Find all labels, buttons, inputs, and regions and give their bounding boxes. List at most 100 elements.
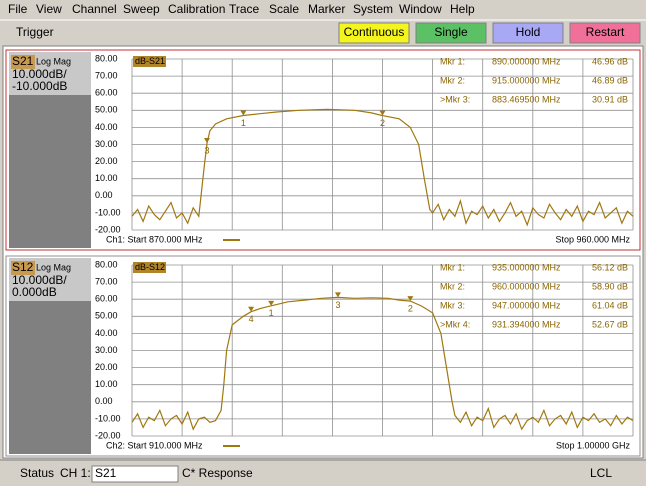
menu-item[interactable]: Trace [229,2,260,16]
scale: 10.000dB/ [12,273,67,287]
status-param-box [91,465,179,483]
menu-item[interactable]: Marker [308,2,345,16]
y-tick-label: -10.00 [95,207,121,217]
y-tick-label: -10.00 [95,413,121,423]
trace [131,108,634,227]
status-cal: C* Response [182,466,253,480]
y-tick-label: 60.00 [95,88,118,98]
y-tick-label: 80.00 [95,53,118,63]
button-label[interactable]: Continuous [344,25,405,39]
menu-item[interactable]: Window [399,2,442,16]
marker-number: 4 [249,314,254,324]
scale: 10.000dB/ [12,67,67,81]
marker-number: 1 [269,308,274,318]
sweep-start: Ch1: Start 870.000 MHz [106,234,203,244]
reference: 0.000dB [12,285,57,299]
marker [334,292,341,298]
trace-label-box [133,56,166,67]
param-name: S12 [12,260,34,274]
marker-number: 3 [335,300,340,310]
button[interactable] [492,22,564,44]
y-tick-label: -20.00 [95,430,121,440]
y-tick-label: 30.00 [95,345,118,355]
y-tick-label: 70.00 [95,276,118,286]
marker [268,300,275,306]
y-tick-label: 40.00 [95,122,118,132]
button[interactable] [415,22,487,44]
status-label: Status [20,466,54,480]
button-label[interactable]: Hold [516,25,541,39]
marker-level: 46.96 dB [592,56,628,66]
marker [407,296,414,302]
marker-level: 56.12 dB [592,262,628,272]
menu-item[interactable]: Calibration [168,2,225,16]
button[interactable] [569,22,641,44]
y-tick-label: 80.00 [95,259,118,269]
param-highlight [11,55,35,69]
marker-number: 2 [380,118,385,128]
marker [248,306,255,312]
marker-label: Mkr 3: [440,300,465,310]
sweep-start: Ch2: Start 910.000 MHz [106,440,203,450]
y-tick-label: 10.00 [95,379,118,389]
status-channel: CH 1: [60,466,91,480]
marker [379,110,386,116]
marker-level: 46.89 dB [592,75,628,85]
trace-label: dB-S12 [135,262,165,272]
marker-level: 52.67 dB [592,319,628,329]
menu-item[interactable]: Scale [269,2,299,16]
reference: -10.000dB [12,79,67,93]
button[interactable] [338,22,410,44]
menu-item[interactable]: System [353,2,393,16]
button-label[interactable]: Restart [586,25,625,39]
menu-item[interactable]: Help [450,2,475,16]
marker-label: Mkr 1: [440,262,465,272]
marker-number: 2 [408,303,413,313]
marker-freq: 883.469500 MHz [492,94,561,104]
menu-item[interactable]: Channel [72,2,117,16]
marker-freq: 947.000000 MHz [492,300,561,310]
button-label[interactable]: Single [434,25,468,39]
marker-level: 58.90 dB [592,281,628,291]
y-tick-label: 40.00 [95,328,118,338]
y-tick-label: 30.00 [95,139,118,149]
marker-number: 1 [241,118,246,128]
marker-number: 3 [204,145,209,155]
marker-freq: 890.000000 MHz [492,56,561,66]
y-tick-label: 0.00 [95,396,113,406]
menu-item[interactable]: View [36,2,62,16]
marker [240,110,247,116]
param-highlight [11,261,35,275]
y-tick-label: 10.00 [95,173,118,183]
param-name: S21 [12,54,34,68]
panel-frame [5,49,641,251]
menu-item[interactable]: Sweep [123,2,160,16]
y-tick-label: 70.00 [95,70,118,80]
marker-freq: 915.000000 MHz [492,75,561,85]
panel-frame [5,255,641,457]
marker [203,137,210,143]
y-tick-label: 0.00 [95,190,113,200]
y-tick-label: -20.00 [95,224,121,234]
marker-label: Mkr 1: [440,56,465,66]
marker-freq: 960.000000 MHz [492,281,561,291]
y-tick-label: 20.00 [95,362,118,372]
format: Log Mag [36,56,71,66]
status-param: S21 [95,466,117,480]
toolbar-label: Trigger [16,25,54,39]
sweep-stop: Stop 960.000 MHz [555,234,630,244]
trace-label-box [133,262,166,273]
marker-label: Mkr 2: [440,75,465,85]
marker-label: >Mkr 4: [440,319,470,329]
marker-freq: 935.000000 MHz [492,262,561,272]
menu-item[interactable]: File [8,2,28,16]
marker-level: 30.91 dB [592,94,628,104]
status-mode: LCL [590,466,612,480]
y-tick-label: 50.00 [95,311,118,321]
marker-level: 61.04 dB [592,300,628,310]
sweep-stop: Stop 1.00000 GHz [556,440,631,450]
y-tick-label: 60.00 [95,294,118,304]
trace [131,296,634,431]
marker-freq: 931.394000 MHz [492,319,561,329]
